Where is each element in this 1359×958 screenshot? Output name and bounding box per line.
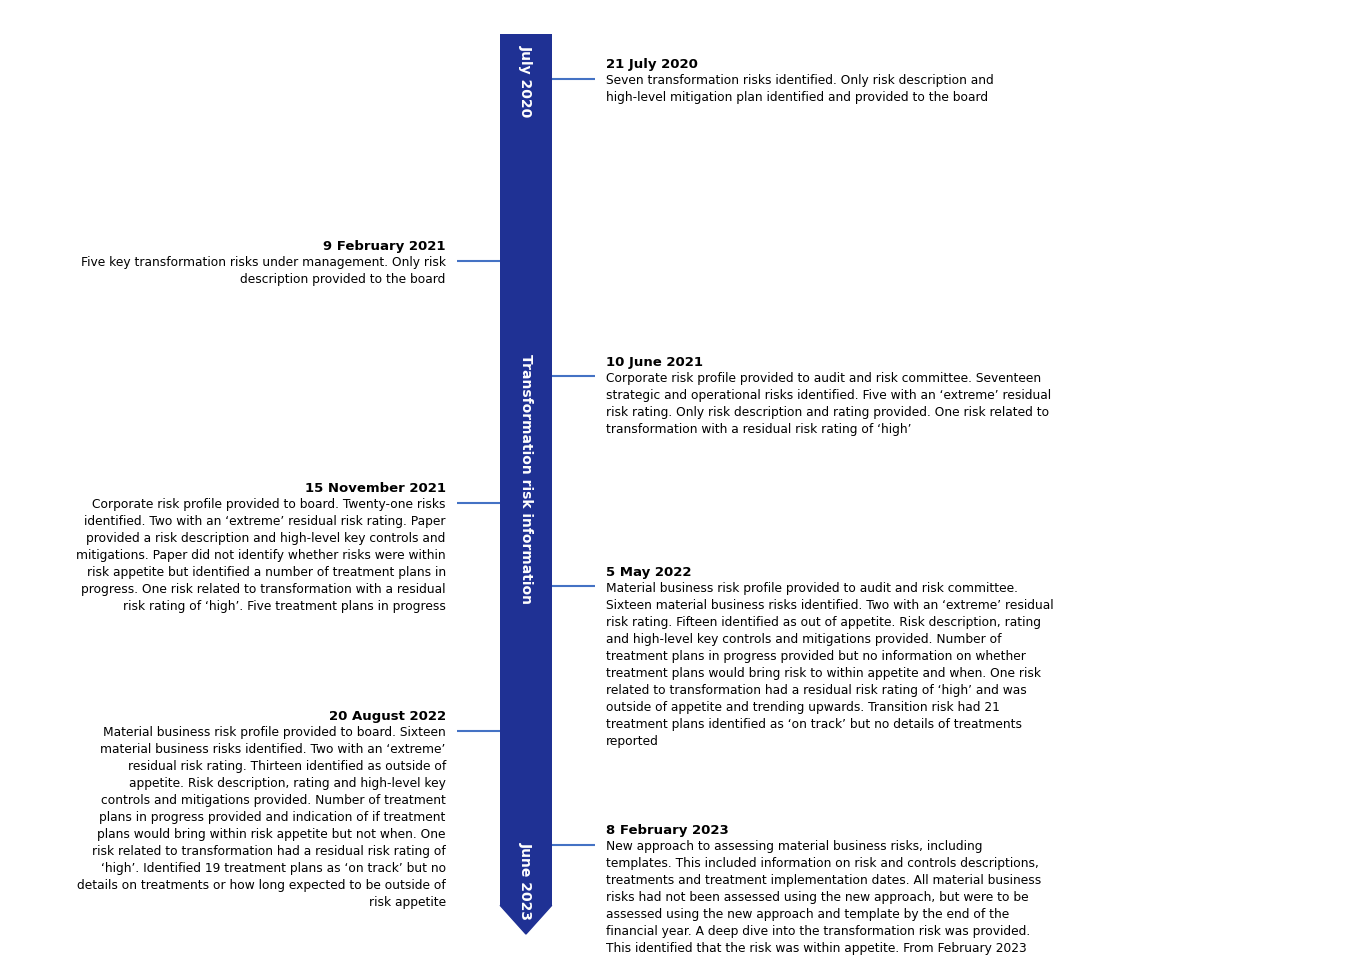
Text: New approach to assessing material business risks, including
templates. This inc: New approach to assessing material busin…	[606, 840, 1041, 958]
Text: 9 February 2021: 9 February 2021	[323, 240, 446, 253]
Text: Seven transformation risks identified. Only risk description and
high-level miti: Seven transformation risks identified. O…	[606, 74, 993, 103]
Text: 15 November 2021: 15 November 2021	[304, 482, 446, 495]
Text: Transformation risk information: Transformation risk information	[519, 354, 533, 604]
Text: Corporate risk profile provided to board. Twenty-one risks
identified. Two with : Corporate risk profile provided to board…	[76, 498, 446, 613]
Text: Five key transformation risks under management. Only risk
description provided t: Five key transformation risks under mana…	[80, 256, 446, 285]
Text: Material business risk profile provided to board. Sixteen
material business risk: Material business risk profile provided …	[77, 726, 446, 909]
Text: Corporate risk profile provided to audit and risk committee. Seventeen
strategic: Corporate risk profile provided to audit…	[606, 372, 1052, 436]
Text: 21 July 2020: 21 July 2020	[606, 57, 699, 71]
Bar	[500, 34, 552, 905]
Text: Material business risk profile provided to audit and risk committee.
Sixteen mat: Material business risk profile provided …	[606, 582, 1053, 747]
Text: 5 May 2022: 5 May 2022	[606, 565, 692, 579]
Polygon shape	[500, 905, 552, 934]
Text: July 2020: July 2020	[519, 45, 533, 118]
Text: 8 February 2023: 8 February 2023	[606, 824, 728, 837]
Text: 20 August 2022: 20 August 2022	[329, 710, 446, 723]
Text: June 2023: June 2023	[519, 842, 533, 921]
Text: 10 June 2021: 10 June 2021	[606, 355, 703, 369]
